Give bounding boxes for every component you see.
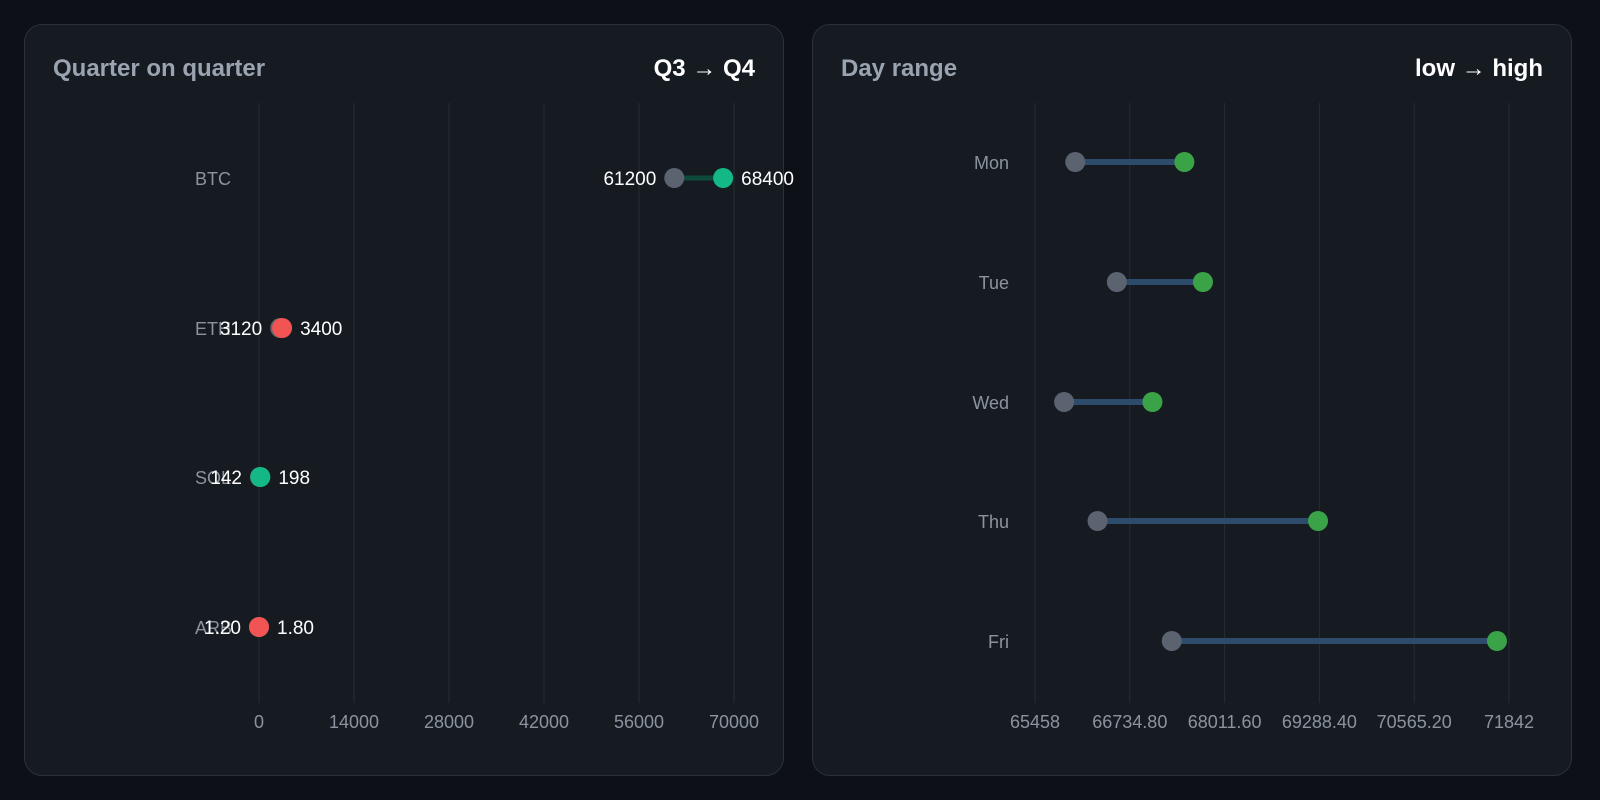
x-tick-label: 0 [254, 712, 264, 732]
start-value-label: 61200 [603, 169, 656, 190]
category-label: ETH [195, 319, 231, 339]
end-value-label: 3400 [300, 319, 342, 340]
x-tick-label: 71842 [1484, 712, 1534, 732]
x-tick-label: 28000 [424, 712, 474, 732]
panel-title: Quarter on quarter [53, 55, 266, 82]
start-value-label: 142 [210, 468, 242, 489]
category-label: BTC [195, 169, 231, 189]
low-value-dot [1087, 511, 1108, 531]
day-label: Fri [988, 632, 1009, 652]
quarter-chart-panel: Quarter on quarter Q3 → Q4 0 14000 28000 42… [24, 24, 794, 776]
x-tick-label: 70565.20 [1377, 712, 1452, 732]
high-value-dot [1142, 392, 1163, 412]
high-value-dot [1174, 152, 1195, 172]
high-value-dot [1192, 272, 1213, 292]
x-tick-label: 65458 [1010, 712, 1060, 732]
day-range-chart-panel: Day range low → high 65458 66734.80 68011.… [812, 24, 1572, 776]
low-value-dot [1106, 272, 1127, 292]
end-value-dot [713, 168, 734, 188]
x-tick-label: 69288.40 [1282, 712, 1357, 732]
panel-title: Day range [841, 55, 958, 82]
low-value-dot [1054, 392, 1075, 412]
x-tick-label: 70000 [709, 712, 759, 732]
day-label: Thu [978, 512, 1009, 532]
start-value-label: 1.20 [204, 618, 241, 639]
end-value-dot [250, 467, 271, 487]
high-value-dot [1486, 631, 1507, 651]
x-tick-label: 42000 [519, 712, 569, 732]
x-tick-label: 56000 [614, 712, 664, 732]
start-value-label: 3120 [220, 319, 262, 340]
category-label: SOL [195, 468, 231, 488]
end-value-label: 198 [278, 468, 310, 489]
low-value-dot [1161, 631, 1182, 651]
low-value-dot [1065, 152, 1086, 172]
day-label: Wed [972, 393, 1009, 413]
start-value-dot [664, 168, 685, 188]
day-label: Tue [979, 273, 1009, 293]
category-label: ARB [195, 618, 232, 638]
end-value-dot [249, 617, 270, 637]
end-value-label: 1.80 [277, 618, 314, 639]
quarter-dumbbell-chart: 0 14000 28000 42000 56000 70000 BTC 61200 68400 E… [195, 103, 794, 732]
end-value-dot [272, 318, 293, 338]
high-value-dot [1308, 511, 1329, 531]
panel-range-badge: low → high [1415, 55, 1543, 82]
x-tick-label: 14000 [329, 712, 379, 732]
end-value-label: 68400 [741, 169, 794, 190]
day-label: Mon [974, 153, 1009, 173]
x-tick-label: 66734.80 [1092, 712, 1167, 732]
panel-period-badge: Q3 → Q4 [653, 55, 755, 82]
day-range-dumbbell-chart: 65458 66734.80 68011.60 69288.40 70565.20 718… [972, 103, 1534, 732]
x-tick-label: 68011.60 [1188, 712, 1262, 732]
